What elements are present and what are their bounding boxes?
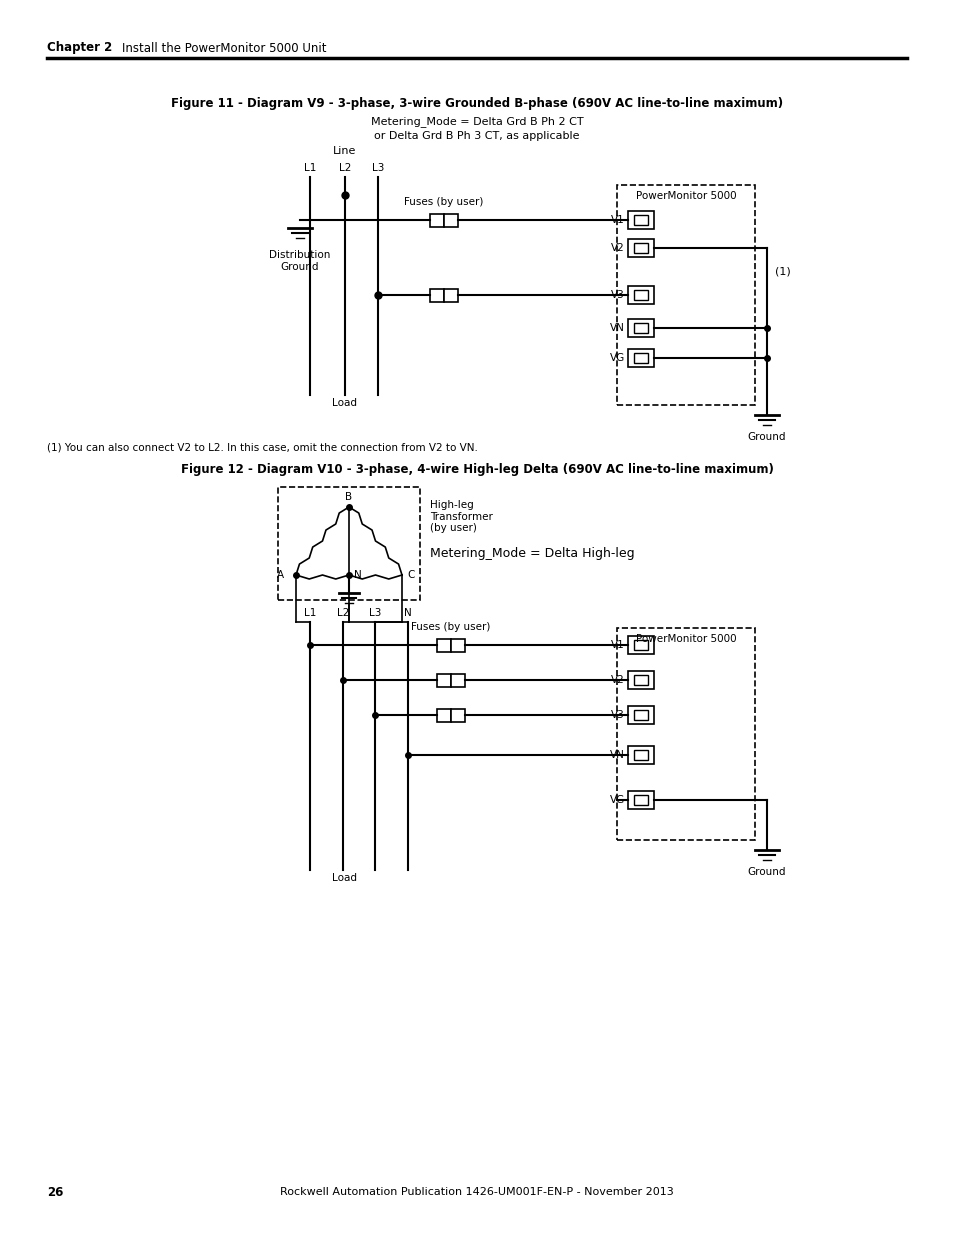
Bar [634,640,647,650]
Bar [430,289,443,301]
Bar [451,709,464,721]
Bar [627,240,654,257]
Text: Rockwell Automation Publication 1426-UM001F-EN-P - November 2013: Rockwell Automation Publication 1426-UM0… [280,1187,673,1197]
Text: Line: Line [333,146,356,156]
Bar [436,673,451,687]
Text: Install the PowerMonitor 5000 Unit: Install the PowerMonitor 5000 Unit [122,42,326,54]
Bar [436,709,451,721]
Text: V3: V3 [611,290,624,300]
Bar [634,324,647,333]
Text: L1: L1 [303,608,315,618]
Text: N: N [354,571,361,580]
Text: L1: L1 [303,163,315,173]
Bar [627,671,654,689]
Text: or Delta Grd B Ph 3 CT, as applicable: or Delta Grd B Ph 3 CT, as applicable [374,131,579,141]
Text: C: C [407,571,414,580]
Text: V1: V1 [611,215,624,225]
Text: PowerMonitor 5000: PowerMonitor 5000 [635,634,736,643]
Text: VN: VN [610,324,624,333]
Bar [617,185,754,405]
Text: L2: L2 [338,163,351,173]
Text: L3: L3 [372,163,384,173]
Bar [627,319,654,337]
Text: Load: Load [333,873,357,883]
Bar [634,215,647,225]
Text: VN: VN [610,750,624,760]
Text: A: A [276,571,284,580]
Text: Metering_Mode = Delta High-leg: Metering_Mode = Delta High-leg [430,547,634,559]
Text: B: B [345,492,353,501]
Bar [277,487,419,600]
Text: Chapter 2: Chapter 2 [47,42,112,54]
Bar [627,287,654,304]
Text: (1) You can also connect V2 to L2. In this case, omit the connection from V2 to : (1) You can also connect V2 to L2. In th… [47,442,477,452]
Bar [627,636,654,655]
Text: V3: V3 [611,710,624,720]
Bar [627,746,654,764]
Text: V2: V2 [611,676,624,685]
Bar [430,214,443,226]
Text: Load: Load [333,398,357,408]
Text: (1): (1) [774,267,790,277]
Text: Ground: Ground [747,867,785,877]
Bar [436,638,451,652]
Text: Fuses (by user): Fuses (by user) [404,198,483,207]
Text: 26: 26 [47,1186,63,1198]
Bar [634,676,647,685]
Bar [627,706,654,724]
Text: L2: L2 [336,608,349,618]
Bar [443,289,457,301]
Bar [627,350,654,367]
Text: V2: V2 [611,243,624,253]
Bar [634,750,647,760]
Bar [634,795,647,805]
Text: Figure 11 - Diagram V9 - 3-phase, 3-wire Grounded B-phase (690V AC line-to-line : Figure 11 - Diagram V9 - 3-phase, 3-wire… [171,96,782,110]
Bar [451,673,464,687]
Bar [627,790,654,809]
Text: Ground: Ground [747,432,785,442]
Bar [634,353,647,363]
Text: VG: VG [609,795,624,805]
Text: N: N [404,608,412,618]
Bar [451,638,464,652]
Text: High-leg
Transformer
(by user): High-leg Transformer (by user) [430,500,493,534]
Bar [634,290,647,300]
Text: Fuses (by user): Fuses (by user) [411,622,490,632]
Text: L3: L3 [369,608,381,618]
Bar [634,710,647,720]
Text: Metering_Mode = Delta Grd B Ph 2 CT: Metering_Mode = Delta Grd B Ph 2 CT [371,116,582,127]
Text: VG: VG [609,353,624,363]
Bar [634,243,647,253]
Text: V1: V1 [611,640,624,650]
Text: Distribution
Ground: Distribution Ground [269,249,331,272]
Text: PowerMonitor 5000: PowerMonitor 5000 [635,191,736,201]
Text: Figure 12 - Diagram V10 - 3-phase, 4-wire High-leg Delta (690V AC line-to-line m: Figure 12 - Diagram V10 - 3-phase, 4-wir… [180,463,773,477]
Bar [443,214,457,226]
Bar [617,629,754,840]
Bar [627,211,654,228]
